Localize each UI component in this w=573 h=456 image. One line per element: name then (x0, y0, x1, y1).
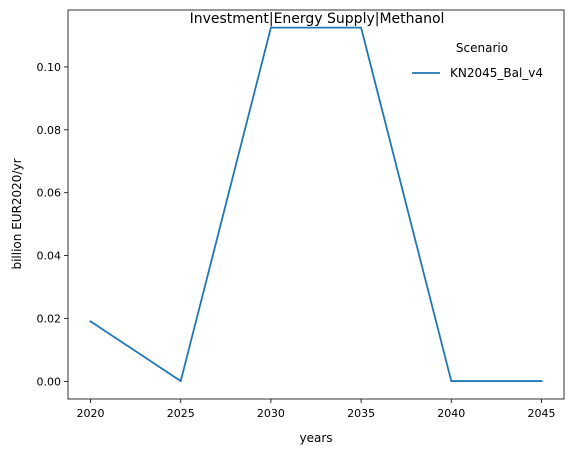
y-tick-label: 0.00 (37, 375, 62, 388)
legend: Scenario KN2045_Bal_v4 (412, 41, 543, 80)
x-tick-label: 2025 (167, 407, 195, 420)
data-point (360, 26, 362, 29)
series-layer (89, 26, 543, 382)
y-axis-label: billion EUR2020/yr (10, 158, 24, 269)
data-point (89, 320, 92, 323)
x-axis-label: years (299, 431, 332, 445)
data-point (179, 380, 182, 382)
x-tick-label: 2030 (257, 407, 285, 420)
y-tick-label: 0.10 (37, 61, 62, 74)
y-tick-label: 0.08 (37, 124, 62, 137)
x-tick-label: 2045 (527, 407, 555, 420)
data-point (540, 380, 543, 382)
ticks: 2020 2025 2030 2035 2040 2045 0.00 0.02 0.04 0.06… (37, 61, 556, 420)
data-point (450, 380, 453, 382)
legend-title: Scenario (456, 41, 508, 55)
y-tick-label: 0.04 (37, 250, 62, 263)
legend-entry-label: KN2045_Bal_v4 (450, 66, 543, 80)
y-tick-label: 0.02 (37, 312, 62, 325)
x-tick-label: 2020 (77, 407, 105, 420)
series-line (89, 26, 543, 382)
x-tick-label: 2040 (437, 407, 465, 420)
x-tick-label: 2035 (347, 407, 375, 420)
chart-title: Investment|Energy Supply|Methanol (190, 11, 445, 27)
y-tick-label: 0.06 (37, 187, 62, 200)
data-point (270, 26, 272, 29)
plot-frame (67, 9, 565, 400)
